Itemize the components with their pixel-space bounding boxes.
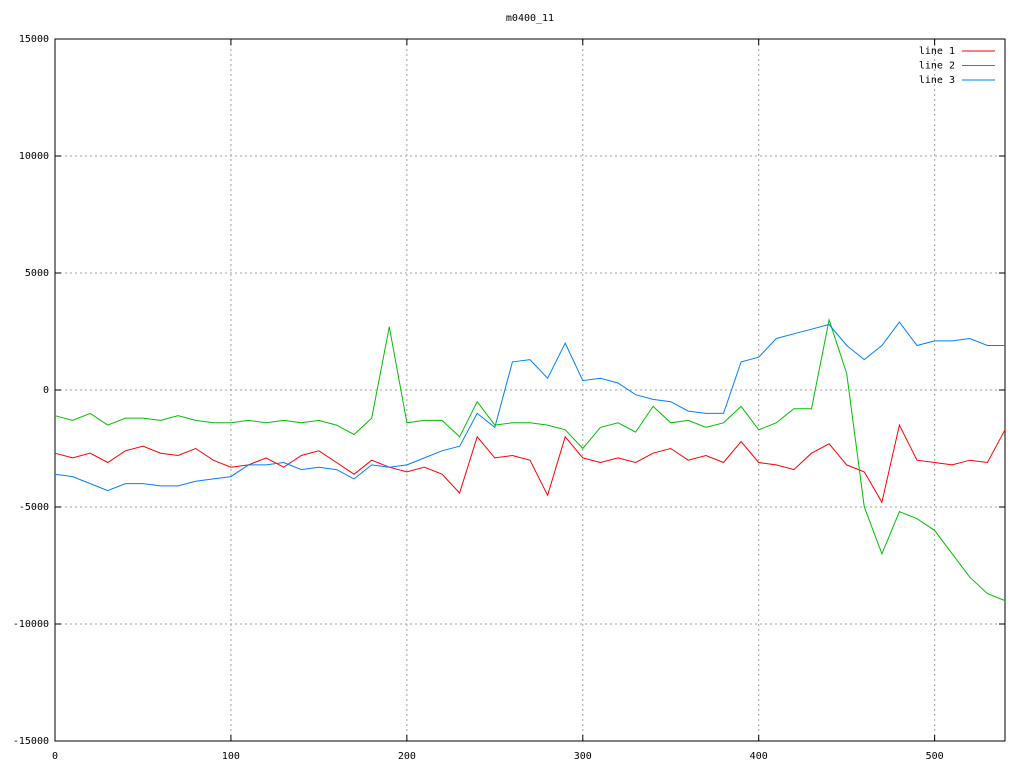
chart-title: m0400_11 (506, 13, 554, 24)
y-tick-label: 10000 (19, 151, 49, 162)
x-tick-label: 500 (926, 751, 944, 762)
y-tick-label: 15000 (19, 34, 49, 45)
data-line (54, 423, 1006, 504)
data-line (54, 321, 1005, 492)
x-tick-label: 100 (222, 751, 240, 762)
legend-label: line 2 (919, 61, 955, 72)
y-tick-label: 0 (43, 385, 49, 396)
legend-label: line 1 (919, 46, 955, 57)
legend-label: line 3 (919, 75, 955, 86)
y-tick-label: -5000 (19, 502, 49, 513)
x-tick-label: 400 (750, 751, 768, 762)
plot-frame (54, 38, 1006, 742)
x-tick-label: 200 (398, 751, 416, 762)
y-tick-label: -10000 (13, 619, 49, 630)
y-tick-label: 5000 (25, 268, 49, 279)
x-tick-label: 0 (52, 751, 58, 762)
data-line (54, 317, 1006, 602)
y-tick-label: -15000 (13, 736, 49, 747)
x-tick-label: 300 (574, 751, 592, 762)
